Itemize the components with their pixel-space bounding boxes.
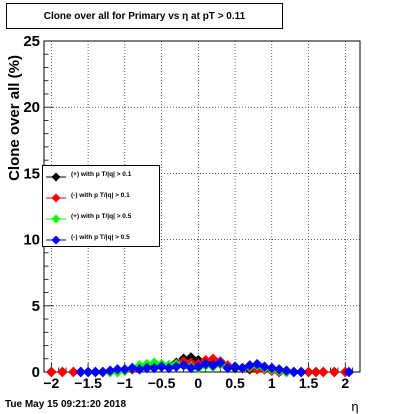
legend-marker [46,193,66,203]
x-tick-label: 0.5 [225,375,245,391]
y-tick-label: 10 [23,232,40,249]
x-tick-label: 1.5 [299,375,319,391]
y-axis-label: Clone over all (%) [6,55,23,181]
y-tick-label: 15 [23,165,40,182]
legend-label: (-) with p T/|q| > 0.1 [71,192,130,199]
legend-diamond [51,235,61,245]
legend-marker [46,172,66,182]
y-tick-label: 0 [32,364,40,381]
y-tick-label: 20 [23,99,40,116]
legend-marker [46,214,66,224]
x-tick-label: 1 [268,375,276,391]
legend-diamond [51,193,61,203]
legend-diamond [51,172,61,182]
legend-label: (+) with p T/|q| > 0.1 [71,171,132,178]
legend-entry: (-) with p T/|q| > 0.5 [43,233,159,247]
series-4 [75,357,355,378]
x-axis-label: η [351,399,358,414]
legend: (+) with p T/|q| > 0.1 (-) with p T/|q| >… [42,165,160,247]
x-tick-label: −0.5 [148,375,176,391]
legend-diamond [51,214,61,224]
y-tick-label: 25 [23,33,40,50]
legend-label: (+) with p T/|q| > 0.5 [71,213,132,220]
x-tick-label: 0 [194,375,202,391]
x-tick-label: −1.5 [74,375,102,391]
x-tick-label: 2 [341,375,349,391]
legend-label: (-) with p T/|q| > 0.5 [71,234,130,241]
y-tick-label: 5 [32,298,40,315]
legend-entry: (-) with p T/|q| > 0.1 [43,191,159,205]
legend-marker [46,235,66,245]
x-tick-label: −2 [43,375,59,391]
data-points [46,352,355,378]
legend-entry: (+) with p T/|q| > 0.5 [43,212,159,226]
timestamp: Tue May 15 09:21:20 2018 [5,399,127,410]
x-tick-label: −1 [117,375,133,391]
chart-title: Clone over all for Primary vs η at pT > … [6,3,283,29]
legend-entry: (+) with p T/|q| > 0.1 [43,170,159,184]
